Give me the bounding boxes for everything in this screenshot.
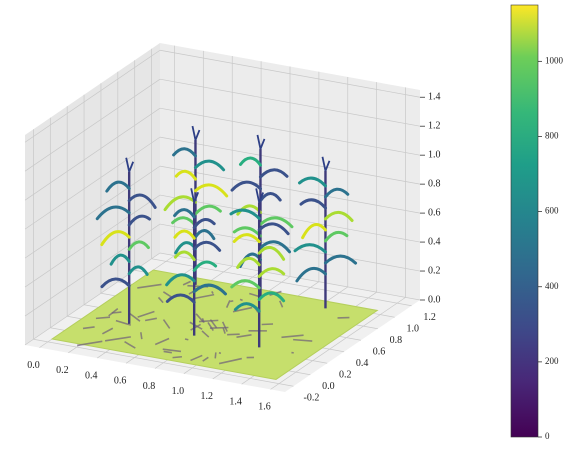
root	[227, 334, 240, 335]
x-tick-label: 1.0	[172, 386, 185, 397]
y-tick-label: 0.2	[339, 370, 352, 381]
y-tick-label: 0.4	[356, 358, 369, 369]
root	[215, 352, 216, 358]
x-tick-label: 0.8	[143, 381, 156, 392]
root	[240, 299, 243, 300]
z-tick-label: 0.2	[428, 265, 441, 276]
y-tick-label: 1.2	[423, 312, 436, 323]
colorbar-tick-label: 400	[545, 281, 559, 291]
colorbar	[511, 5, 538, 437]
root	[210, 328, 228, 329]
y-tick-label: 0.6	[373, 347, 386, 358]
x-tick-label: 0.6	[114, 376, 127, 387]
root	[230, 301, 233, 302]
x-tick-label: 1.4	[229, 396, 242, 407]
z-tick-label: 0.4	[428, 236, 441, 247]
y-tick-label: -0.2	[304, 393, 320, 404]
colorbar-tick-label: 200	[545, 356, 559, 366]
z-tick-label: 0.0	[428, 294, 441, 305]
z-tick-label: 1.0	[428, 149, 441, 160]
x-tick-label: 0.4	[85, 370, 98, 381]
z-tick-label: 1.2	[428, 121, 441, 132]
y-tick-label: 0.0	[322, 381, 335, 392]
colorbar-tick-label: 600	[545, 206, 559, 216]
root	[173, 357, 182, 358]
y-tick-label: 0.8	[390, 335, 403, 346]
x-tick-label: 1.2	[201, 391, 214, 402]
root	[262, 324, 273, 325]
z-tick-label: 1.4	[428, 92, 441, 103]
x-tick-label: 1.6	[258, 402, 271, 413]
z-tick-label: 0.6	[428, 207, 441, 218]
x-tick-label: 0.0	[27, 360, 40, 371]
root	[141, 332, 142, 339]
colorbar-tick-label: 1000	[545, 55, 564, 65]
colorbar-tick-label: 0	[545, 431, 550, 441]
x-tick-label: 0.2	[56, 365, 69, 376]
y-tick-label: 1.0	[406, 324, 419, 335]
colorbar-tick-label: 800	[545, 131, 559, 141]
root	[219, 353, 221, 354]
root	[185, 339, 188, 340]
z-tick-label: 0.8	[428, 178, 441, 189]
